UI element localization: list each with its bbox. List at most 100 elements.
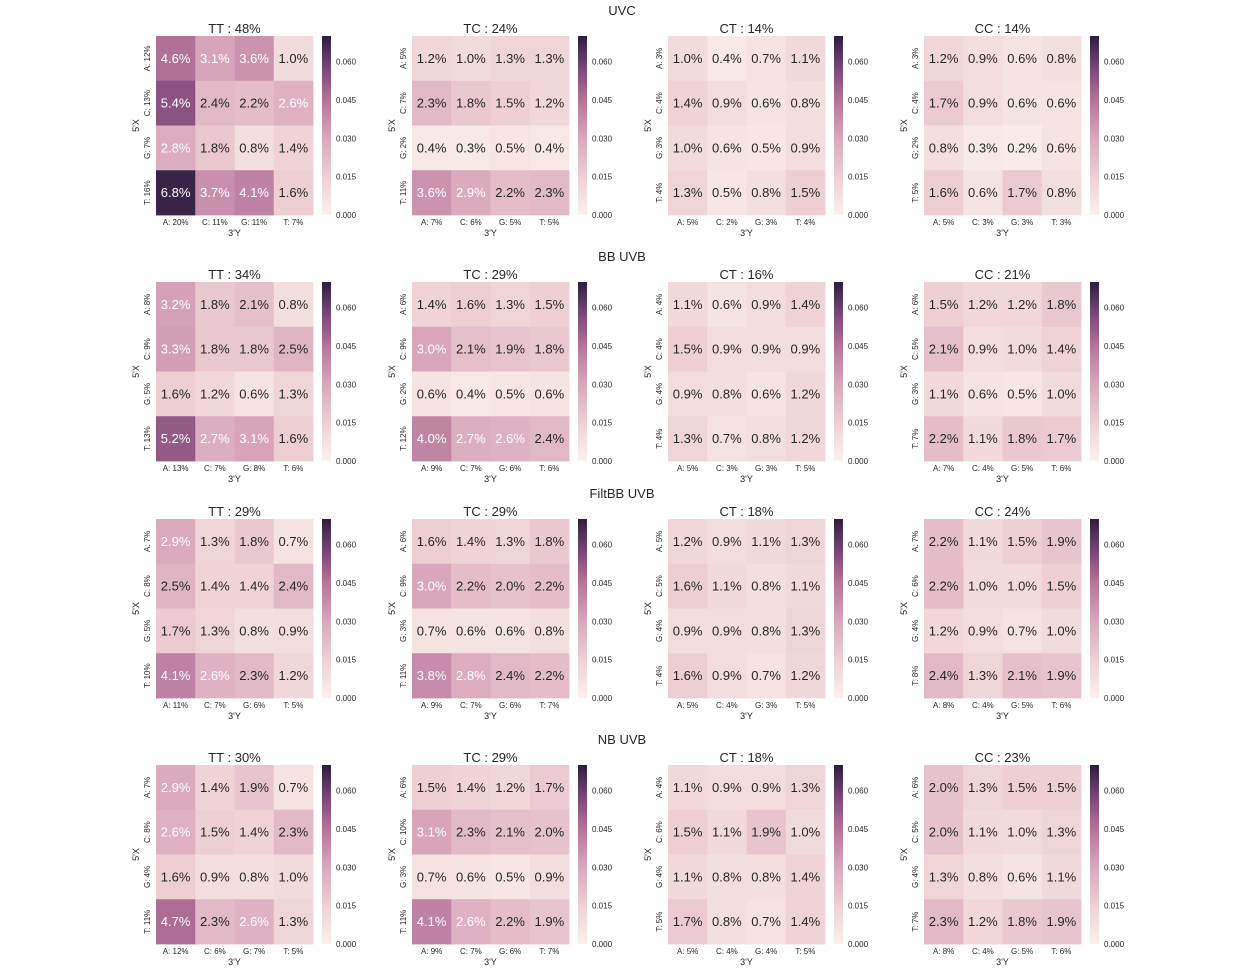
y-tick-label: T: 10% [143, 663, 152, 687]
cell-label: 3.6% [417, 185, 447, 200]
heatmap-cell [963, 326, 1003, 372]
heatmap-panel: CC : 21% 1.5% 1.2% 1.2% 1.8% 2.1% 0.9% 1.0% 1.4%… [899, 267, 1125, 484]
cell-label: 0.6% [1007, 96, 1037, 111]
x-tick-label: C: 6% [204, 947, 226, 956]
y-tick-label: G: 3% [655, 137, 664, 159]
colorbar-tick-label: 0.060 [1104, 787, 1125, 796]
heatmap-cell [707, 854, 747, 900]
cell-label: 0.8% [751, 869, 781, 884]
cell-label: 0.8% [791, 96, 821, 111]
heatmap-cell [451, 80, 491, 126]
cell-label: 0.9% [712, 96, 742, 111]
y-tick-label: C: 13% [143, 90, 152, 116]
colorbar-tick-label: 0.045 [1104, 342, 1125, 351]
cell-label: 2.3% [456, 825, 486, 840]
x-tick-label: A: 7% [933, 464, 954, 473]
cell-label: 1.2% [791, 431, 821, 446]
heatmap-cell [234, 371, 275, 417]
cell-label: 2.6% [200, 668, 230, 683]
y-tick-label: T: 7% [911, 912, 920, 932]
heatmap-cell [746, 854, 787, 900]
cell-label: 2.4% [495, 668, 525, 683]
x-tick-label: A: 13% [163, 464, 189, 473]
y-tick-label: A: 12% [143, 45, 152, 71]
x-tick-label: C: 11% [202, 218, 228, 227]
heatmap-cell [924, 765, 964, 811]
heatmap-cell [707, 765, 747, 811]
heatmap-cell [234, 170, 275, 216]
heatmap-cell [668, 899, 708, 945]
heatmap-cell [1041, 809, 1082, 855]
cell-label: 1.8% [535, 534, 565, 549]
cell-label: 1.0% [673, 140, 703, 155]
x-tick-label: T: 3% [1051, 218, 1071, 227]
cell-label: 1.1% [751, 534, 781, 549]
heatmap-cell [785, 125, 826, 171]
heatmap-cell [1041, 765, 1082, 811]
y-tick-label: C: 6% [655, 821, 664, 843]
heatmap-cell [746, 653, 787, 699]
cell-label: 1.3% [279, 914, 309, 929]
cell-label: 1.7% [929, 96, 959, 111]
x-tick-label: A: 5% [677, 947, 698, 956]
cell-label: 0.6% [751, 96, 781, 111]
colorbar [578, 519, 587, 698]
cell-label: 2.3% [279, 825, 309, 840]
cell-label: 1.3% [1047, 825, 1077, 840]
cell-label: 4.1% [239, 185, 269, 200]
cell-label: 0.7% [1007, 623, 1037, 638]
colorbar-tick-label: 0.000 [336, 457, 357, 466]
heatmap-panel: TT : 48% 4.6% 3.1% 3.6% 1.0% 5.4% 2.4% 2.2% 2.6%… [131, 21, 357, 238]
x-tick-label: C: 3% [972, 218, 994, 227]
cell-label: 0.5% [495, 140, 525, 155]
x-tick-label: A: 9% [421, 947, 442, 956]
heatmap-cell [707, 416, 747, 462]
colorbar [834, 282, 843, 461]
cell-label: 0.9% [673, 623, 703, 638]
cell-label: 1.1% [929, 386, 959, 401]
cell-label: 0.8% [239, 869, 269, 884]
heatmap-cell [785, 563, 826, 609]
colorbar-tick-label: 0.015 [1104, 656, 1125, 665]
heatmap-cell [963, 608, 1003, 654]
heatmap-cell [668, 170, 708, 216]
x-tick-label: G: 6% [499, 947, 521, 956]
colorbar-tick-label: 0.060 [848, 787, 869, 796]
cell-label: 6.8% [161, 185, 191, 200]
heatmap-cell [785, 809, 826, 855]
cell-label: 0.9% [200, 869, 230, 884]
y-tick-label: T: 11% [399, 181, 408, 205]
heatmap-cell [234, 125, 275, 171]
y-axis-label: 5'X [131, 602, 141, 615]
colorbar-tick-label: 0.045 [848, 342, 869, 351]
cell-label: 1.5% [791, 185, 821, 200]
colorbar-tick-label: 0.000 [336, 694, 357, 703]
y-tick-label: T: 4% [655, 183, 664, 203]
y-tick-label: A: 6% [911, 777, 920, 798]
colorbar-tick-label: 0.030 [848, 380, 869, 389]
cell-label: 2.3% [929, 914, 959, 929]
heatmap-cell [1002, 809, 1043, 855]
y-tick-label: G: 3% [399, 620, 408, 642]
heatmap-cell [746, 809, 787, 855]
cell-label: 0.7% [751, 668, 781, 683]
cell-label: 1.6% [456, 297, 486, 312]
heatmap-cell [490, 170, 531, 216]
heatmap-panel: TT : 29% 2.9% 1.3% 1.8% 0.7% 2.5% 1.4% 1.4% 2.4%… [131, 504, 357, 721]
x-tick-label: C: 3% [716, 464, 738, 473]
cell-label: 0.8% [239, 623, 269, 638]
y-axis-label: 5'X [131, 365, 141, 378]
cell-label: 1.2% [673, 534, 703, 549]
cell-label: 1.6% [161, 386, 191, 401]
cell-label: 1.2% [417, 51, 447, 66]
heatmap-cell [234, 653, 275, 699]
x-axis-label: 3'Y [996, 711, 1009, 721]
heatmap-cell [963, 170, 1003, 216]
cell-label: 4.0% [417, 431, 447, 446]
heatmap-panel: TT : 30% 2.9% 1.4% 1.9% 0.7% 2.6% 1.5% 1.4% 2.3%… [131, 750, 357, 967]
cell-label: 0.9% [751, 342, 781, 357]
heatmap-cell [273, 608, 314, 654]
heatmap-cell [924, 653, 964, 699]
heatmap-cell [195, 765, 235, 811]
heatmap-cell [451, 125, 491, 171]
